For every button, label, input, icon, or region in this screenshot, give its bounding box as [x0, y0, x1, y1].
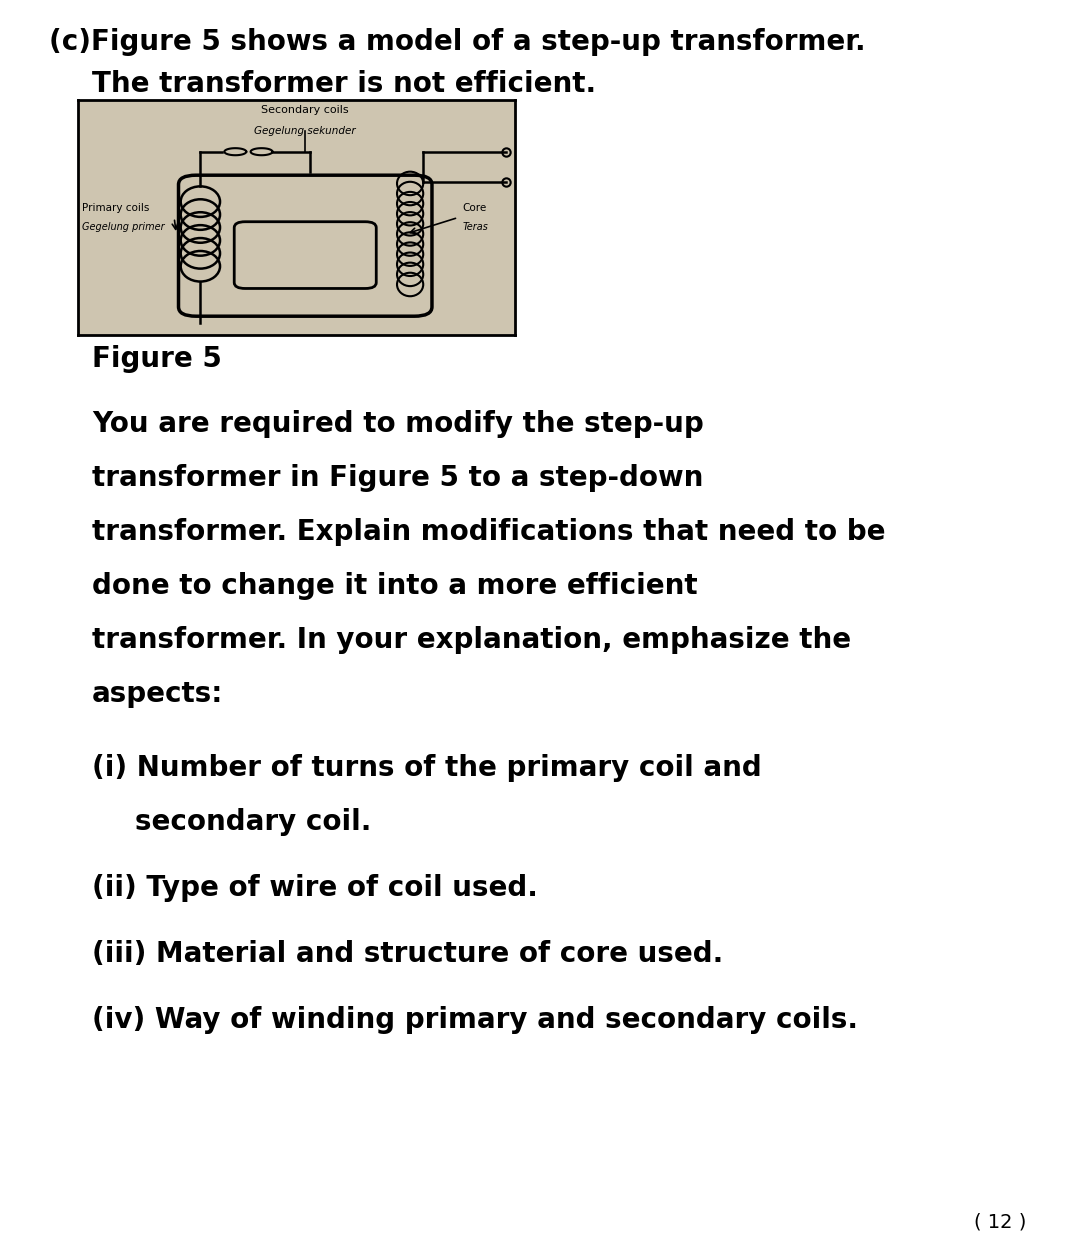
Text: transformer in Figure 5 to a step-down: transformer in Figure 5 to a step-down [92, 464, 703, 492]
Text: Figure 5: Figure 5 [92, 345, 221, 373]
Text: ( 12 ): ( 12 ) [974, 1212, 1026, 1231]
Text: You are required to modify the step-up: You are required to modify the step-up [92, 410, 703, 439]
Text: (i) Number of turns of the primary coil and: (i) Number of turns of the primary coil … [92, 754, 761, 782]
Text: secondary coil.: secondary coil. [135, 807, 372, 836]
Text: transformer. In your explanation, emphasize the: transformer. In your explanation, emphas… [92, 625, 851, 654]
Text: The transformer is not efficient.: The transformer is not efficient. [92, 70, 596, 98]
Text: (iv) Way of winding primary and secondary coils.: (iv) Way of winding primary and secondar… [92, 1006, 858, 1034]
Text: Gegelung primer: Gegelung primer [82, 222, 165, 232]
Text: Gegelung sekunder: Gegelung sekunder [255, 126, 356, 136]
Text: aspects:: aspects: [92, 680, 224, 708]
Text: (ii) Type of wire of coil used.: (ii) Type of wire of coil used. [92, 873, 538, 902]
Text: done to change it into a more efficient: done to change it into a more efficient [92, 572, 698, 601]
Text: (c)Figure 5 shows a model of a step-up transformer.: (c)Figure 5 shows a model of a step-up t… [49, 27, 865, 56]
FancyBboxPatch shape [234, 222, 376, 289]
Text: Primary coils: Primary coils [82, 203, 150, 213]
Text: Secondary coils: Secondary coils [261, 105, 349, 115]
Text: transformer. Explain modifications that need to be: transformer. Explain modifications that … [92, 518, 886, 546]
Text: Teras: Teras [462, 222, 488, 232]
Text: (iii) Material and structure of core used.: (iii) Material and structure of core use… [92, 939, 723, 968]
Text: Core: Core [462, 203, 487, 213]
